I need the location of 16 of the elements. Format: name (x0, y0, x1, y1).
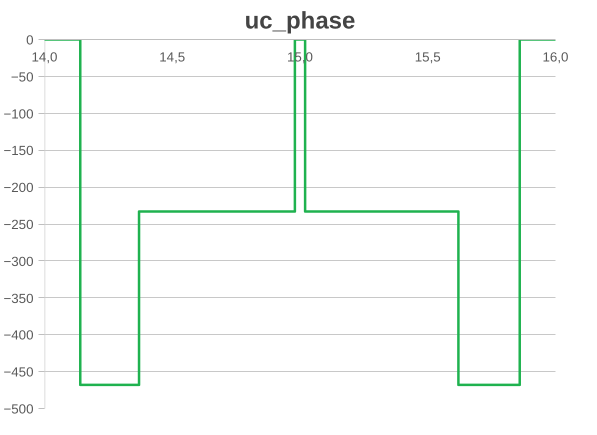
x-tick-label: 14,0 (32, 50, 58, 64)
y-tick-label: 0 (26, 32, 34, 48)
y-tick-label: −200 (3, 180, 34, 196)
y-tick-label: −450 (3, 364, 34, 380)
y-tick-label: −150 (3, 143, 34, 158)
x-tick-label: 15,5 (414, 50, 441, 64)
x-tick-label: 14,5 (159, 50, 186, 64)
y-tick-label: −50 (10, 69, 34, 84)
y-tick-label: −400 (3, 328, 34, 343)
x-tick-label: 16,0 (542, 50, 568, 64)
y-tick-label: −100 (3, 106, 34, 122)
chart-title: uc_phase (244, 8, 356, 34)
y-tick-label: −500 (3, 402, 34, 416)
y-tick-label: −300 (3, 254, 34, 269)
y-tick-label: −350 (3, 290, 34, 306)
y-tick-label: −250 (3, 217, 34, 232)
